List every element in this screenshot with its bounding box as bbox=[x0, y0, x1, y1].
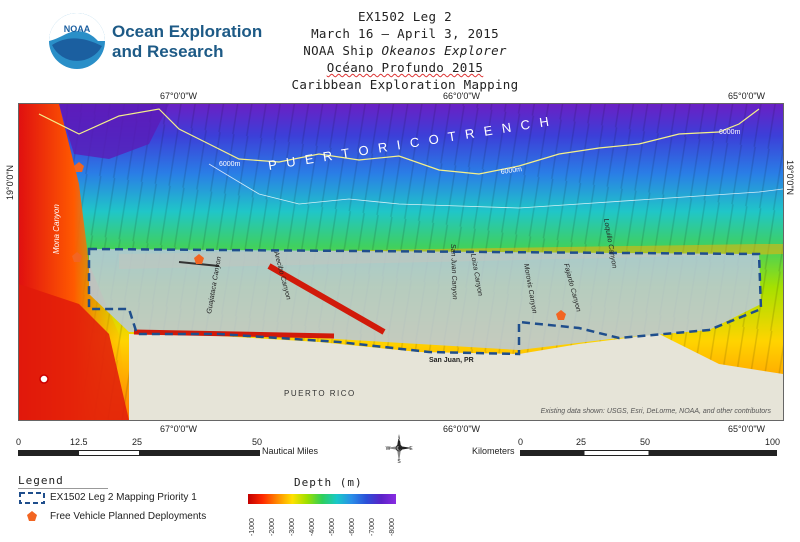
island-label: PUERTO RICO bbox=[284, 389, 356, 398]
legend-item-deployment: Free Vehicle Planned Deployments bbox=[50, 511, 207, 522]
title-line5: Caribbean Exploration Mapping bbox=[291, 77, 519, 92]
bathymetry-map[interactable]: P U E R T O R I C O T R E N C H 6000m 60… bbox=[18, 103, 784, 421]
title-line1: EX1502 Leg 2 bbox=[358, 9, 452, 24]
title-block: EX1502 Leg 2 March 16 – April 3, 2015 NO… bbox=[250, 8, 560, 93]
compass-w: W bbox=[386, 446, 391, 452]
title-line4: Océano Profundo 2015 bbox=[326, 60, 484, 75]
priority-legend-swatch bbox=[19, 492, 45, 504]
top-lon-67: 67°0'0"W bbox=[160, 91, 198, 101]
km-tick-25: 25 bbox=[576, 437, 587, 447]
deployment-marker-3 bbox=[194, 254, 204, 264]
top-lon-65: 65°0'0"W bbox=[728, 91, 766, 101]
depth-tick-5000: -5000 bbox=[329, 518, 336, 536]
depth-tick-6000: -6000 bbox=[349, 518, 356, 536]
depth-tick-8000: -8000 bbox=[389, 518, 396, 536]
compass-rose-icon: N S E W bbox=[386, 434, 413, 464]
nm-tick-25: 25 bbox=[132, 437, 143, 447]
compass-n: N bbox=[397, 437, 401, 443]
nm-tick-0: 0 bbox=[16, 437, 22, 447]
compass-s: S bbox=[397, 459, 401, 464]
deployment-marker-1 bbox=[74, 162, 84, 172]
legend-divider bbox=[18, 488, 108, 489]
map-canvas: P U E R T O R I C O T R E N C H 6000m 60… bbox=[19, 104, 783, 420]
contour-label-1: 6000m bbox=[219, 161, 241, 168]
deployment-marker-4 bbox=[556, 310, 566, 320]
bottom-lon-65: 65°0'0"W bbox=[728, 424, 766, 434]
deployment-legend-icon bbox=[27, 511, 37, 521]
mona-canyon-label: Mona Canyon bbox=[52, 204, 61, 254]
ship-name: Okeanos Explorer bbox=[381, 43, 507, 58]
deployment-marker-2 bbox=[72, 252, 82, 262]
bottom-lon-66: 66°0'0"W bbox=[443, 424, 481, 434]
km-tick-50: 50 bbox=[640, 437, 651, 447]
legend-title: Legend bbox=[18, 474, 64, 487]
contour-label-3: 6000m bbox=[719, 129, 741, 136]
right-lat: 19°0'0"N bbox=[785, 160, 795, 196]
nm-tick-12: 12.5 bbox=[70, 437, 88, 447]
title-line3: NOAA Ship Okeanos Explorer bbox=[250, 42, 560, 59]
km-scale-bar bbox=[520, 450, 777, 456]
depth-tick-7000: -7000 bbox=[369, 518, 376, 536]
title-line2: March 16 – April 3, 2015 bbox=[311, 26, 499, 41]
san-juan-canyon-label: San Juan Canyon bbox=[449, 244, 458, 300]
org-name-line1: Ocean Exploration bbox=[112, 22, 263, 41]
org-name-line2: and Research bbox=[112, 42, 224, 61]
legend-item-priority: EX1502 Leg 2 Mapping Priority 1 bbox=[50, 492, 197, 503]
nm-unit: Nautical Miles bbox=[262, 446, 319, 456]
depth-tick-4000: -4000 bbox=[309, 518, 316, 536]
depth-tick-3000: -3000 bbox=[289, 518, 296, 536]
top-lon-66: 66°0'0"W bbox=[443, 91, 481, 101]
location-marker bbox=[39, 374, 49, 384]
km-tick-0: 0 bbox=[518, 437, 524, 447]
title-line3-prefix: NOAA Ship bbox=[303, 43, 382, 58]
depth-color-bar bbox=[248, 494, 396, 504]
logo-text: NOAA bbox=[64, 24, 91, 34]
depth-tick-1000: -1000 bbox=[249, 518, 256, 536]
compass-e: E bbox=[409, 446, 413, 452]
noaa-logo: NOAA bbox=[49, 13, 105, 69]
depth-legend-title: Depth (m) bbox=[294, 476, 363, 489]
left-lat: 19°0'0"N bbox=[5, 164, 15, 200]
km-unit: Kilometers bbox=[472, 446, 515, 456]
city-label: San Juan, PR bbox=[429, 357, 474, 364]
bottom-lon-67: 67°0'0"W bbox=[160, 424, 198, 434]
km-tick-100: 100 bbox=[765, 437, 781, 447]
attribution: Existing data shown: USGS, Esri, DeLorme… bbox=[541, 408, 772, 415]
nm-tick-50: 50 bbox=[252, 437, 263, 447]
depth-tick-2000: -2000 bbox=[269, 518, 276, 536]
nautical-scale-bar bbox=[18, 450, 260, 456]
contour-label-2: 6000m bbox=[500, 166, 522, 176]
priority-boundary bbox=[87, 247, 763, 356]
